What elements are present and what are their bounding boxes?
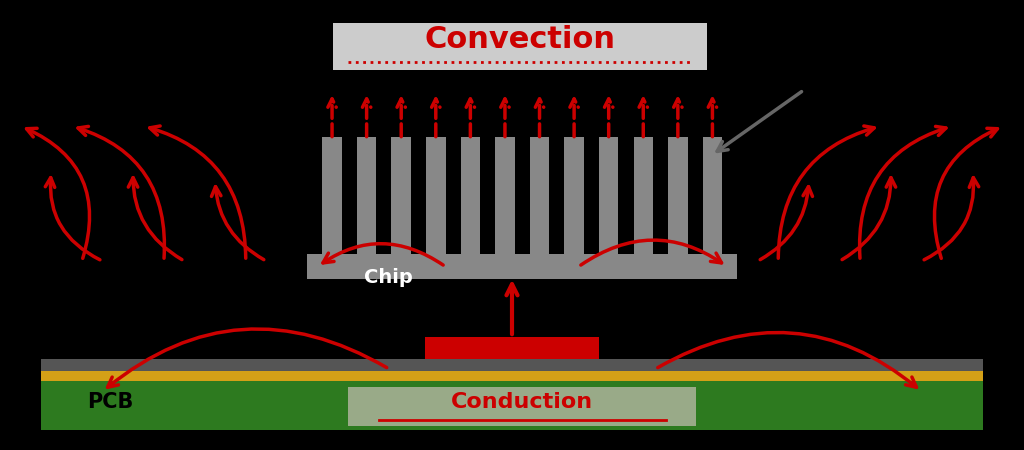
Bar xyxy=(425,337,599,359)
Bar xyxy=(41,371,983,381)
Bar xyxy=(702,137,722,254)
Bar xyxy=(333,22,707,70)
Text: Convection: Convection xyxy=(424,25,615,54)
Bar xyxy=(357,137,377,254)
Bar xyxy=(391,137,411,254)
Bar xyxy=(668,137,687,254)
Text: Conduction: Conduction xyxy=(452,392,593,412)
Text: Chip: Chip xyxy=(364,268,413,288)
Bar xyxy=(599,137,618,254)
Bar xyxy=(348,387,696,426)
Bar xyxy=(41,371,983,430)
Text: PCB: PCB xyxy=(87,392,133,412)
Bar xyxy=(564,137,584,254)
Bar xyxy=(307,254,737,279)
Bar xyxy=(426,137,445,254)
Bar xyxy=(529,137,549,254)
Bar xyxy=(323,137,342,254)
Bar xyxy=(41,359,983,371)
Bar xyxy=(461,137,480,254)
Bar xyxy=(634,137,653,254)
Bar xyxy=(496,137,515,254)
